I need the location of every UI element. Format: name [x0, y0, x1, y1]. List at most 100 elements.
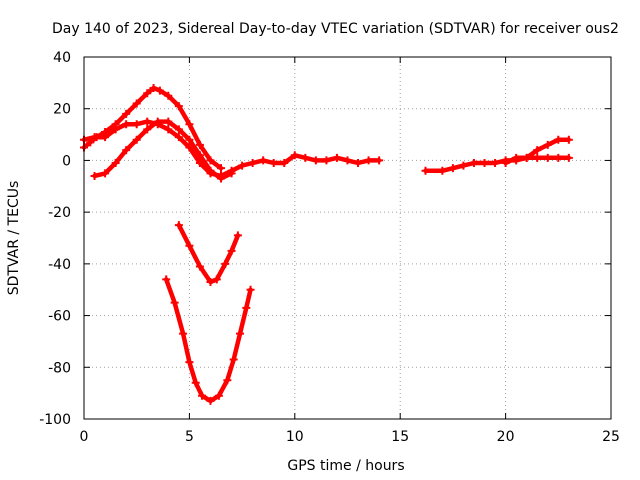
data-point [364, 156, 373, 165]
x-tick-label: 25 [602, 429, 620, 445]
data-point [185, 135, 194, 144]
data-point [543, 140, 552, 149]
data-point [214, 391, 223, 400]
data-point [143, 117, 152, 126]
y-tick-label: 0 [62, 153, 71, 169]
data-point [269, 159, 278, 168]
series-band [163, 277, 253, 404]
data-point [438, 166, 447, 175]
data-point [480, 159, 489, 168]
data-point [501, 159, 510, 168]
data-point [217, 171, 226, 180]
data-point [227, 246, 236, 255]
data-point [191, 378, 200, 387]
data-point [354, 159, 363, 168]
plot-frame [83, 56, 612, 420]
grid-layer [84, 57, 611, 419]
data-point [179, 329, 188, 338]
series-band [92, 119, 234, 181]
data-point [311, 156, 320, 165]
data-point [164, 91, 173, 100]
series-band [176, 222, 241, 285]
data-point [533, 153, 542, 162]
x-tick-label: 5 [185, 429, 194, 445]
data-point [153, 117, 162, 126]
data-point [248, 159, 257, 168]
data-point [343, 156, 352, 165]
data-point [543, 153, 552, 162]
series-band [81, 85, 224, 171]
data-point [122, 120, 131, 129]
y-tick-label: -40 [48, 257, 71, 273]
data-point [143, 89, 152, 98]
data-point [448, 164, 457, 173]
series-arc-4-flat [217, 151, 384, 180]
data-point [90, 133, 99, 142]
data-point [233, 231, 242, 240]
y-tick-label: 20 [53, 102, 71, 118]
x-tick-label: 20 [497, 429, 515, 445]
data-point [162, 275, 171, 284]
data-point [259, 156, 268, 165]
data-point [185, 358, 194, 367]
x-axis-label: GPS time / hours [287, 458, 404, 474]
data-point [122, 109, 131, 118]
data-point [512, 153, 521, 162]
data-point [206, 277, 215, 286]
data-point [101, 133, 110, 142]
data-point [101, 169, 110, 178]
data-point [212, 275, 221, 284]
data-point [332, 153, 341, 162]
data-point [421, 166, 430, 175]
data-point [206, 166, 215, 175]
data-point [227, 166, 236, 175]
data-point [111, 159, 120, 168]
data-point [195, 140, 204, 149]
data-point [206, 396, 215, 405]
data-point [459, 161, 468, 170]
series-arc-3 [90, 117, 236, 183]
data-point [174, 133, 183, 142]
data-point [170, 298, 179, 307]
data-point [132, 120, 141, 129]
data-point [375, 156, 384, 165]
data-point [155, 86, 164, 95]
data-point [564, 135, 573, 144]
data-point [469, 159, 478, 168]
data-point [164, 117, 173, 126]
data-point [235, 329, 244, 338]
data-point [195, 262, 204, 271]
data-point [185, 241, 194, 250]
tick-layer: 0 5 10 15 20 25 40 20 0 -20 -40 -60 -80 -100 [39, 50, 620, 445]
data-point [132, 135, 141, 144]
data-point [149, 84, 158, 93]
data-point [132, 99, 141, 108]
data-point [564, 153, 573, 162]
data-point [322, 156, 331, 165]
data-point [221, 259, 230, 268]
data-point [223, 376, 232, 385]
series-arc-6-rising [501, 135, 573, 168]
data-point [174, 125, 183, 134]
x-tick-label: 10 [286, 429, 304, 445]
data-point [174, 102, 183, 111]
data-point [554, 153, 563, 162]
y-tick-label: -20 [48, 205, 71, 221]
data-point [122, 146, 131, 155]
series-arc-7-dip [174, 221, 242, 286]
y-tick-label: 40 [53, 50, 71, 66]
data-point [290, 151, 299, 160]
data-point [198, 391, 207, 400]
data-point [185, 120, 194, 129]
data-point [242, 303, 251, 312]
data-point [301, 153, 310, 162]
data-point [90, 171, 99, 180]
data-point [111, 125, 120, 134]
data-point [554, 135, 563, 144]
y-tick-label: -80 [48, 360, 71, 376]
data-point [164, 125, 173, 134]
chart-title: Day 140 of 2023, Sidereal Day-to-day VTE… [52, 21, 619, 37]
x-tick-label: 15 [391, 429, 409, 445]
data-point [217, 164, 226, 173]
